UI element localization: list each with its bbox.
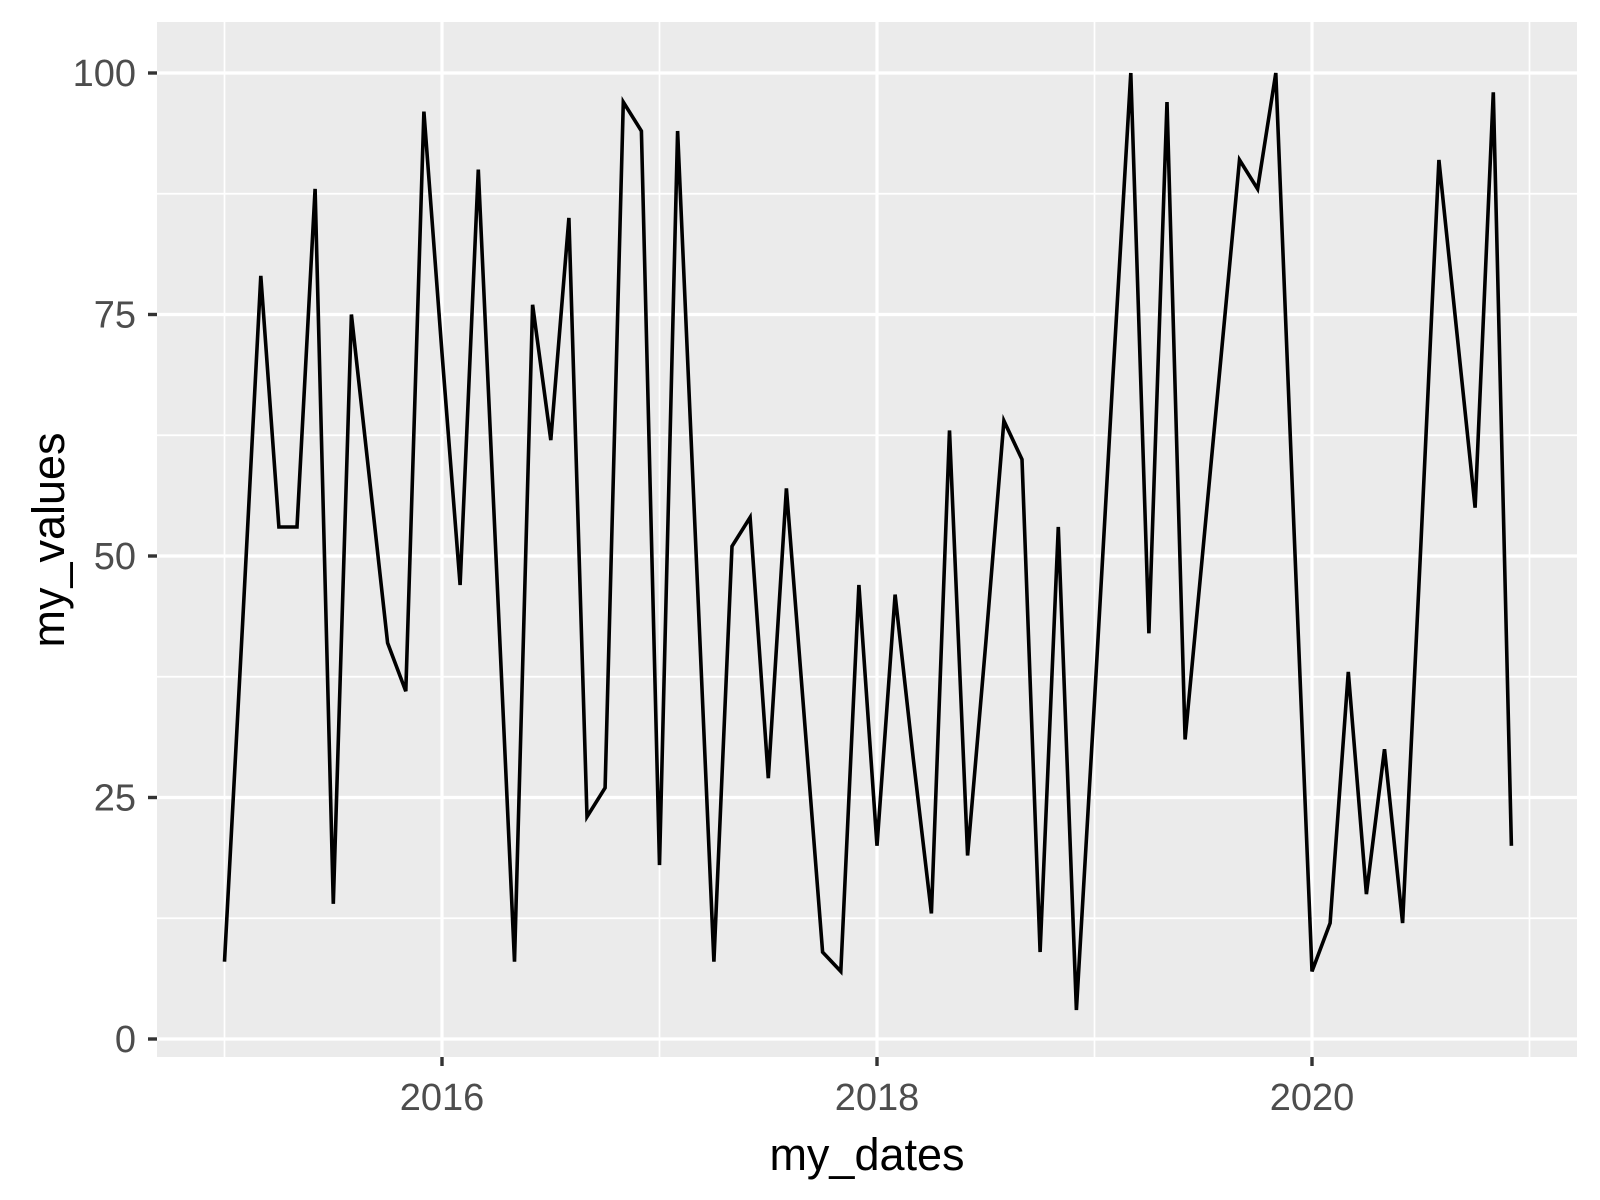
y-tick-label: 50 — [94, 536, 136, 578]
x-tick-label: 2016 — [400, 1077, 485, 1119]
y-tick-label: 75 — [94, 295, 136, 337]
data-line — [222, 72, 1514, 1011]
y-axis-title: my_values — [23, 432, 74, 647]
x-tick-label: 2018 — [835, 1077, 920, 1119]
axis-tick-marks — [148, 71, 1314, 1066]
x-axis-title: my_dates — [769, 1129, 964, 1180]
x-tick-label: 2020 — [1270, 1077, 1355, 1119]
minor-gridlines — [157, 22, 1577, 1057]
y-tick-label: 0 — [115, 1019, 136, 1061]
plot-panel — [157, 22, 1577, 1057]
y-axis-tick-labels: 0 25 50 75 100 — [73, 53, 136, 1061]
x-axis-tick-labels: 2016 2018 2020 — [400, 1077, 1355, 1119]
y-tick-label: 100 — [73, 53, 136, 95]
y-tick-label: 25 — [94, 778, 136, 820]
